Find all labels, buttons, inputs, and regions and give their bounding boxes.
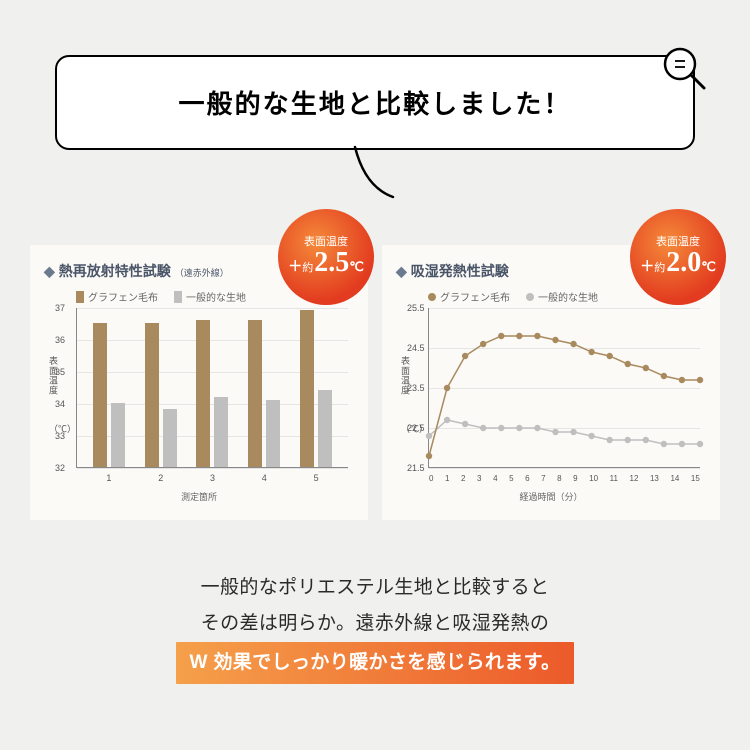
x-tick: 5 xyxy=(509,474,513,483)
x-tick: 11 xyxy=(610,474,618,483)
bar xyxy=(145,323,159,467)
y-tick: 25.5 xyxy=(407,303,425,313)
speech-tail-icon xyxy=(345,142,415,212)
x-tick: 14 xyxy=(670,474,679,483)
y-tick: 35 xyxy=(55,367,65,377)
legend-item: 一般的な生地 xyxy=(526,289,598,304)
badge-label: 表面温度 xyxy=(304,236,348,248)
bar xyxy=(93,323,107,467)
bar xyxy=(248,320,262,467)
x-tick: 4 xyxy=(262,473,267,483)
x-tick: 1 xyxy=(445,474,449,483)
bar-group xyxy=(93,323,125,467)
bar-group xyxy=(248,320,280,467)
bar-chart-card: 表面温度 ＋ 約 2.5 ℃ ◆ 熱再放射特性試験 （遠赤外線） グラフェン毛布… xyxy=(30,245,368,520)
diamond-icon: ◆ xyxy=(396,263,407,280)
diamond-icon: ◆ xyxy=(44,263,55,280)
badge-label: 表面温度 xyxy=(656,236,700,248)
x-axis-label: 経過時間（分） xyxy=(396,490,706,503)
x-axis-label: 測定箇所 xyxy=(44,490,354,503)
x-tick-row: 1 2 3 4 5 xyxy=(77,473,348,483)
charts-row: 表面温度 ＋ 約 2.5 ℃ ◆ 熱再放射特性試験 （遠赤外線） グラフェン毛布… xyxy=(30,245,720,520)
bar-chart-plot: 表面温度 （℃） 32333435363712345 xyxy=(76,308,348,468)
y-tick: 33 xyxy=(55,431,65,441)
legend-swatch xyxy=(526,293,534,301)
y-tick: 37 xyxy=(55,303,65,313)
y-tick: 24.5 xyxy=(407,343,425,353)
legend-item: グラフェン毛布 xyxy=(428,289,510,304)
banner-speech-bubble: 一般的な生地と比較しました！ xyxy=(55,55,695,150)
legend-label: グラフェン毛布 xyxy=(88,289,158,304)
legend-swatch xyxy=(76,291,84,303)
bottom-description: 一般的なポリエステル生地と比較すると その差は明らか。遠赤外線と吸湿発熱の W … xyxy=(0,570,750,684)
bar-group xyxy=(145,323,177,467)
x-tick: 9 xyxy=(573,474,577,483)
x-tick: 8 xyxy=(557,474,561,483)
bar xyxy=(163,409,177,467)
y-tick: 23.5 xyxy=(407,383,425,393)
y-tick: 34 xyxy=(55,399,65,409)
line-chart-plot: 表面温度 （℃） 21.522.523.524.525.501234567891… xyxy=(428,308,700,468)
description-line-2: その差は明らか。遠赤外線と吸湿発熱の xyxy=(0,606,750,642)
legend-swatch xyxy=(174,291,182,303)
highlight-text: W 効果でしっかり暖かさを感じられます。 xyxy=(176,642,575,684)
x-tick: 10 xyxy=(589,474,598,483)
y-tick: 21.5 xyxy=(407,463,425,473)
bar xyxy=(111,403,125,467)
bar-groups xyxy=(77,308,348,467)
x-tick: 2 xyxy=(461,474,465,483)
y-tick: 36 xyxy=(55,335,65,345)
x-tick-row: 0123456789101112131415 xyxy=(429,474,700,483)
legend-label: 一般的な生地 xyxy=(538,289,598,304)
description-line-1: 一般的なポリエステル生地と比較すると xyxy=(0,570,750,606)
line-chart-svg xyxy=(429,308,700,467)
x-tick: 5 xyxy=(314,473,319,483)
line-chart-card: 表面温度 ＋ 約 2.0 ℃ ◆ 吸湿発熱性試験 グラフェン毛布一般的な生地 表… xyxy=(382,245,720,520)
bar xyxy=(318,390,332,467)
legend-item: 一般的な生地 xyxy=(174,289,246,304)
bar-group xyxy=(196,320,228,467)
x-tick: 15 xyxy=(691,474,700,483)
temperature-badge-right: 表面温度 ＋ 約 2.0 ℃ xyxy=(630,209,726,305)
legend-label: グラフェン毛布 xyxy=(440,289,510,304)
y-tick: 22.5 xyxy=(407,423,425,433)
temperature-badge-left: 表面温度 ＋ 約 2.5 ℃ xyxy=(278,209,374,305)
x-tick: 0 xyxy=(429,474,433,483)
x-tick: 2 xyxy=(158,473,163,483)
x-tick: 7 xyxy=(541,474,545,483)
x-tick: 4 xyxy=(493,474,497,483)
legend-item: グラフェン毛布 xyxy=(76,289,158,304)
bar xyxy=(300,310,314,467)
x-tick: 13 xyxy=(650,474,659,483)
bar-group xyxy=(300,310,332,467)
x-tick: 6 xyxy=(525,474,529,483)
bar xyxy=(196,320,210,467)
magnifier-icon xyxy=(654,38,710,94)
banner-title: 一般的な生地と比較しました！ xyxy=(178,84,571,121)
y-tick: 32 xyxy=(55,463,65,473)
legend-swatch xyxy=(428,293,436,301)
legend-label: 一般的な生地 xyxy=(186,289,246,304)
bar xyxy=(266,400,280,467)
x-tick: 3 xyxy=(210,473,215,483)
x-tick: 12 xyxy=(630,474,639,483)
x-tick: 1 xyxy=(106,473,111,483)
x-tick: 3 xyxy=(477,474,481,483)
bar xyxy=(214,397,228,467)
